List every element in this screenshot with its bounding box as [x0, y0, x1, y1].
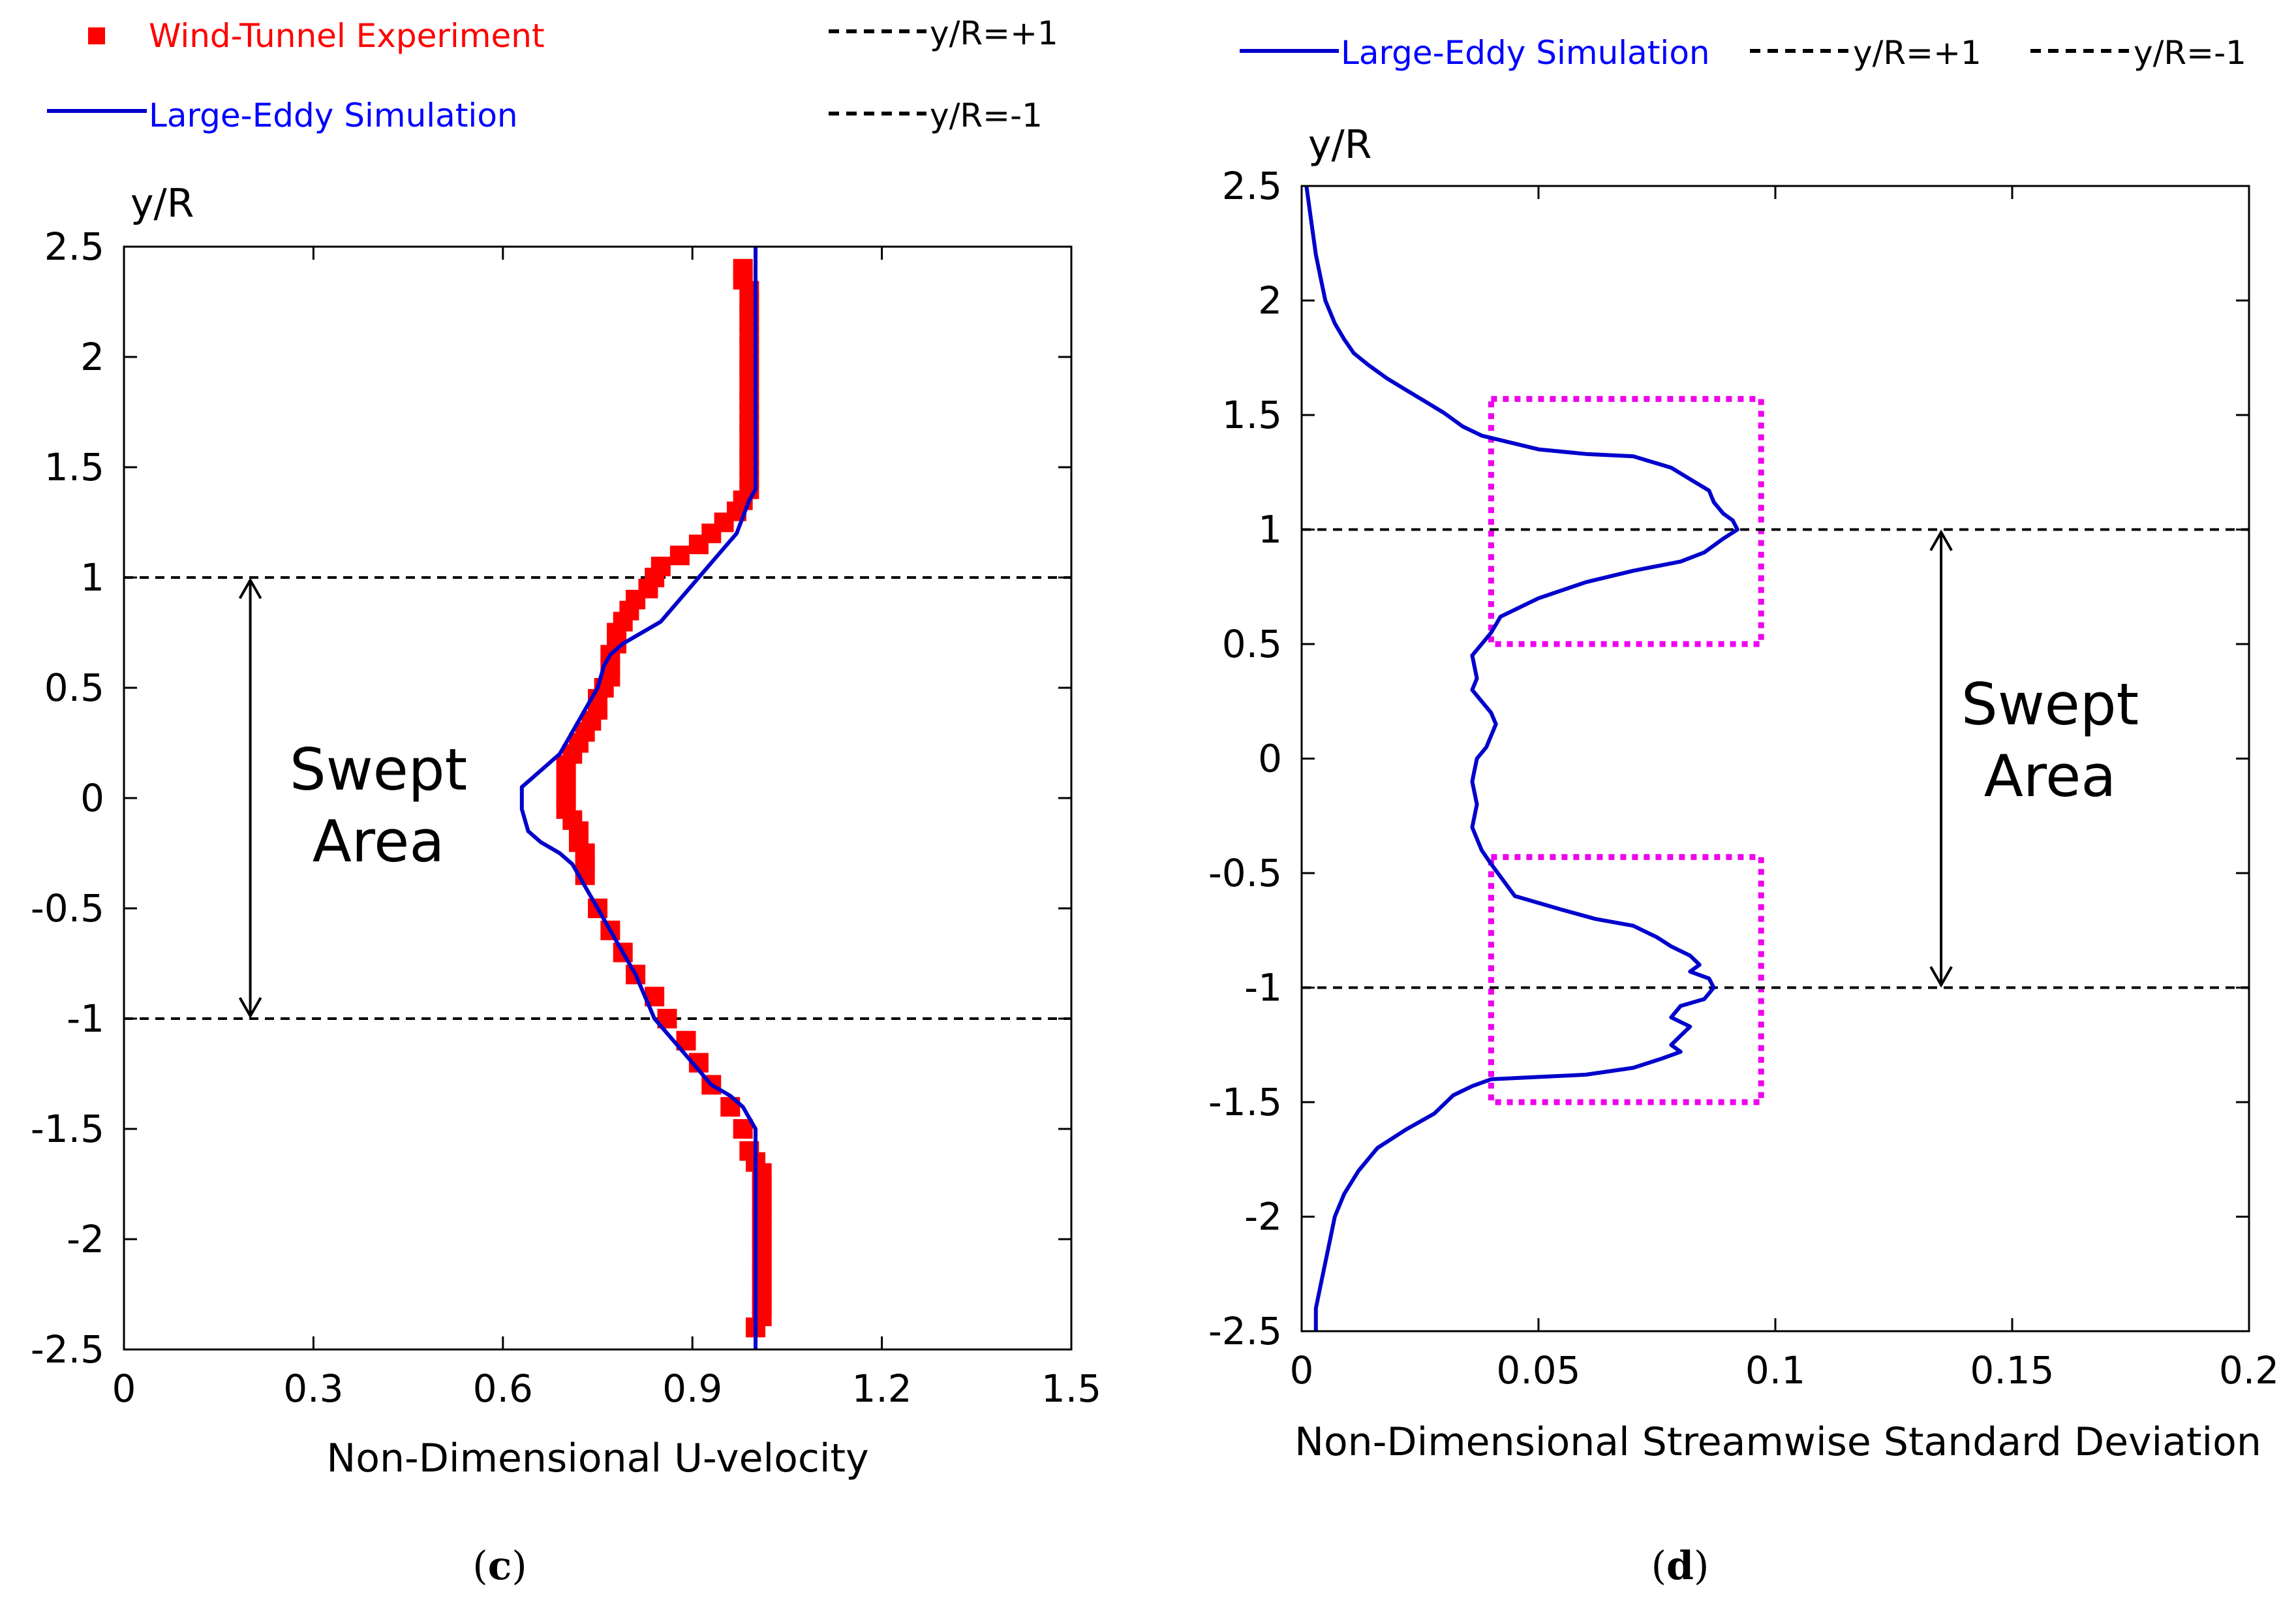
d-caption-open: ( — [1651, 1543, 1666, 1589]
c-ytick-label: 0.5 — [44, 666, 104, 710]
d-xtick-label: 0.15 — [1970, 1348, 2054, 1393]
c-xtick-label: 1.5 — [1041, 1366, 1101, 1411]
legend-d: Large-Eddy Simulation y/R=+1 y/R=-1 — [1240, 34, 2246, 72]
c-ylabel: y/R — [130, 181, 194, 226]
legend-d-les-label: Large-Eddy Simulation — [1341, 34, 1710, 72]
d-ytick-label: -0.5 — [1208, 851, 1282, 895]
c-xtick-label: 0.9 — [662, 1366, 722, 1411]
c-les-line — [519, 247, 758, 1349]
c-experiment-series — [556, 258, 772, 1338]
legend-c: Wind-Tunnel Experiment Large-Eddy Simula… — [47, 14, 1058, 134]
c-swept-arrow — [238, 577, 262, 1019]
legend-c-experiment-label: Wind-Tunnel Experiment — [149, 17, 545, 55]
d-xtick-label: 0 — [1290, 1348, 1314, 1393]
c-caption: (c) — [472, 1543, 527, 1589]
d-reference-lines — [1302, 528, 2249, 989]
c-caption-close: ) — [512, 1543, 527, 1589]
c-annotation-area: Area — [313, 808, 445, 875]
c-y-ticks: 2.5 2 1.5 1 0.5 0 -0.5 -1 -1.5 -2 -2.5 — [31, 224, 1071, 1372]
c-experiment-point — [669, 546, 690, 566]
d-ytick-label: 2 — [1258, 279, 1282, 323]
legend-c-les-label: Large-Eddy Simulation — [149, 97, 518, 134]
legend-c-upper-label: y/R=+1 — [930, 14, 1058, 52]
d-ytick-label: -1 — [1244, 966, 1282, 1010]
c-experiment-point — [733, 1119, 753, 1139]
c-ytick-label: -1 — [67, 996, 104, 1041]
d-caption-close: ) — [1694, 1543, 1709, 1589]
d-highlight-box — [1488, 395, 1764, 647]
c-xtick-label: 1.2 — [851, 1366, 911, 1411]
c-x-ticks: 0 0.3 0.6 0.9 1.2 1.5 — [112, 247, 1101, 1411]
c-ytick-label: 2 — [80, 335, 104, 379]
d-ytick-label: -2 — [1244, 1195, 1282, 1239]
c-arrow-head-down — [238, 997, 262, 1019]
c-xtick-label: 0.3 — [283, 1366, 343, 1411]
d-x-ticks: 0 0.05 0.1 0.15 0.2 — [1290, 186, 2279, 1393]
c-ytick-label: 0 — [80, 776, 104, 820]
d-highlight-box — [1488, 854, 1764, 1105]
d-annotation-area: Area — [1984, 743, 2117, 810]
d-swept-arrow — [1929, 529, 1953, 988]
d-arrow-head-down — [1929, 966, 1953, 988]
d-ytick-label: 1.5 — [1222, 393, 1282, 437]
d-les-line — [1304, 185, 1739, 1331]
d-caption: (d) — [1651, 1543, 1709, 1589]
d-annotation-swept: Swept — [1961, 671, 2139, 738]
c-caption-letter: c — [488, 1543, 512, 1589]
d-xtick-label: 0.2 — [2219, 1348, 2279, 1393]
d-highlight-boxes — [1488, 395, 1764, 1105]
d-y-ticks: 2.5 2 1.5 1 0.5 0 -0.5 -1 -1.5 -2 -2.5 — [1208, 164, 2249, 1353]
c-ytick-label: -1.5 — [31, 1107, 104, 1151]
c-xtick-label: 0.6 — [473, 1366, 533, 1411]
c-experiment-point — [688, 534, 709, 555]
d-xtick-label: 0.1 — [1745, 1348, 1805, 1393]
d-ylabel: y/R — [1308, 122, 1371, 168]
d-ytick-label: 0.5 — [1222, 622, 1282, 666]
d-caption-letter: d — [1666, 1543, 1694, 1589]
d-ytick-label: 2.5 — [1222, 164, 1282, 208]
c-annotation-swept: Swept — [290, 736, 467, 803]
legend-d-lower-label: y/R=-1 — [2134, 34, 2246, 72]
d-xlabel: Non-Dimensional Streamwise Standard Devi… — [1294, 1419, 2261, 1465]
panel-c: Wind-Tunnel Experiment Large-Eddy Simula… — [31, 14, 1101, 1589]
d-arrow-head-up — [1929, 529, 1953, 551]
d-ytick-label: 1 — [1258, 508, 1282, 552]
legend-d-upper-label: y/R=+1 — [1853, 34, 1982, 72]
d-ytick-label: -1.5 — [1208, 1080, 1282, 1124]
c-arrow-head-up — [238, 577, 262, 599]
d-ytick-label: -2.5 — [1208, 1309, 1282, 1353]
panel-d: Large-Eddy Simulation y/R=+1 y/R=-1 y/R … — [1208, 34, 2279, 1589]
c-ytick-label: 2.5 — [44, 224, 104, 269]
d-plot-frame — [1300, 185, 2250, 1332]
c-reference-lines — [124, 576, 1071, 1020]
d-xtick-label: 0.05 — [1496, 1348, 1580, 1393]
c-ytick-label: 1.5 — [44, 445, 104, 489]
c-ytick-label: -2.5 — [31, 1327, 104, 1372]
c-ytick-label: -0.5 — [31, 886, 104, 931]
c-xtick-label: 0 — [112, 1366, 136, 1411]
c-xlabel: Non-Dimensional U-velocity — [326, 1436, 868, 1481]
c-ytick-label: 1 — [80, 555, 104, 600]
legend-c-lower-label: y/R=-1 — [930, 97, 1043, 134]
c-series — [519, 247, 772, 1349]
legend-c-experiment-marker — [88, 27, 105, 44]
d-ytick-label: 0 — [1258, 737, 1282, 781]
c-caption-open: ( — [472, 1543, 487, 1589]
c-ytick-label: -2 — [67, 1217, 104, 1261]
d-series — [1304, 185, 1739, 1331]
c-plot-frame — [123, 245, 1073, 1351]
